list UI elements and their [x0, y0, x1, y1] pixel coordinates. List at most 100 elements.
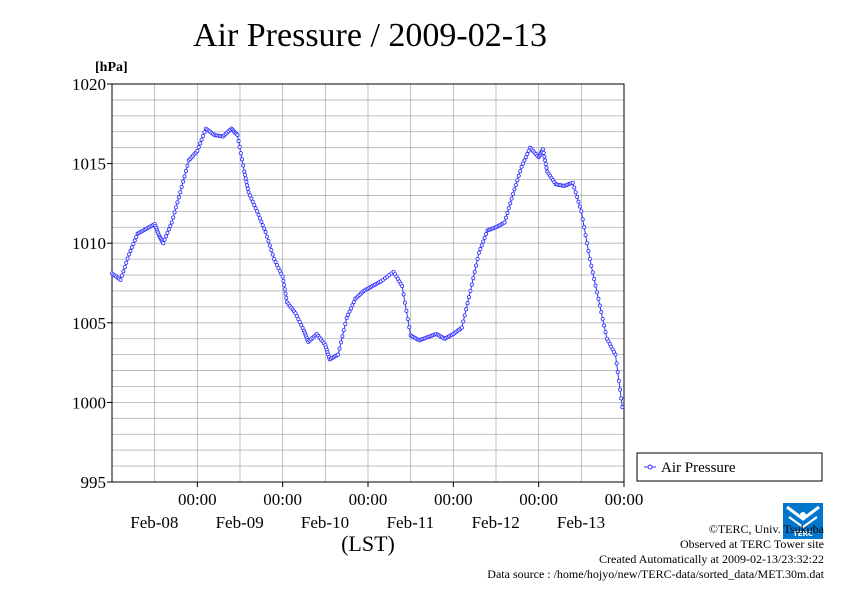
data-point [171, 215, 176, 220]
data-point [250, 199, 255, 204]
data-point [506, 206, 511, 211]
data-point [543, 158, 548, 163]
x-tick-date-label: Feb-11 [387, 513, 435, 532]
data-point [600, 316, 605, 321]
data-point [129, 245, 134, 250]
data-point [257, 216, 262, 221]
x-tick-date-label: Feb-13 [557, 513, 605, 532]
data-point [245, 186, 250, 191]
data-point [465, 301, 470, 306]
data-point [542, 154, 547, 159]
data-point [543, 162, 548, 167]
data-point [283, 291, 288, 296]
data-point [346, 312, 351, 317]
chart-title: Air Pressure / 2009-02-13 [193, 17, 547, 54]
data-point [336, 352, 341, 357]
grid [112, 84, 624, 482]
data-point [596, 296, 601, 301]
y-tick-label: 1000 [72, 393, 106, 412]
data-point [580, 217, 585, 222]
data-point [482, 235, 487, 240]
data-point [118, 277, 123, 282]
x-tick-date-label: Feb-08 [130, 513, 178, 532]
data-point [587, 257, 592, 262]
data-point [618, 387, 623, 392]
data-point [185, 163, 190, 168]
data-point [127, 252, 132, 257]
data-point [512, 187, 517, 192]
data-point [515, 178, 520, 183]
data-point [179, 184, 184, 189]
data-point [513, 182, 518, 187]
data-point [259, 219, 264, 224]
data-point [461, 319, 466, 324]
x-tick-time-label: 00:00 [263, 490, 302, 509]
legend: Air Pressure [636, 452, 823, 482]
y-axis-ticks: 995 1000 1005 1010 1015 1020 [72, 75, 112, 492]
data-point [182, 174, 187, 179]
data-point [476, 250, 481, 255]
data-point [519, 164, 524, 169]
data-point [239, 157, 244, 162]
data-point [173, 205, 178, 210]
y-tick-label: 1010 [72, 234, 106, 253]
data-point [521, 161, 526, 166]
data-point [178, 190, 183, 195]
data-point [162, 237, 167, 242]
data-point [468, 288, 473, 293]
data-point [164, 234, 169, 239]
data-point [282, 283, 287, 288]
data-point [181, 179, 186, 184]
data-point [125, 256, 130, 261]
data-point [614, 361, 619, 366]
data-point [541, 150, 546, 155]
data-point [260, 223, 265, 228]
data-point [269, 248, 274, 253]
data-point [183, 169, 188, 174]
data-point [572, 185, 577, 190]
data-point [343, 322, 348, 327]
data-point [237, 145, 242, 150]
data-point [594, 290, 599, 295]
data-point [119, 273, 124, 278]
data-point [603, 330, 608, 335]
svg-text:TERC: TERC [793, 530, 813, 538]
data-point [583, 233, 588, 238]
data-point [176, 195, 181, 200]
data-point [241, 163, 246, 168]
data-point [573, 190, 578, 195]
data-point [196, 145, 201, 150]
data-point [131, 241, 136, 246]
data-point [620, 405, 625, 410]
data-point [579, 209, 584, 214]
data-point [405, 317, 410, 322]
data-point [262, 226, 267, 231]
data-point [172, 210, 177, 215]
data-point [169, 220, 174, 225]
data-point [576, 199, 581, 204]
source-text: Data source : /home/hojyo/new/TERC-data/… [487, 567, 824, 581]
data-point [282, 287, 287, 292]
y-tick-label: 1015 [72, 155, 106, 174]
data-point [242, 169, 247, 174]
x-tick-time-label: 00:00 [349, 490, 388, 509]
x-tick-date-label: Feb-09 [216, 513, 264, 532]
data-point [267, 243, 272, 248]
x-axis-ticks: 00:00Feb-0800:00Feb-0900:00Feb-1000:00Fe… [130, 482, 643, 532]
data-point [474, 263, 479, 268]
observed-text: Observed at TERC Tower site [679, 537, 824, 551]
series-air-pressure [110, 126, 625, 410]
data-point [613, 352, 618, 357]
data-point [484, 232, 489, 237]
data-point [124, 260, 129, 265]
data-point [246, 190, 251, 195]
data-point [586, 249, 591, 254]
data-point [407, 325, 412, 330]
data-point [540, 147, 545, 152]
data-point [503, 215, 508, 220]
data-point [593, 283, 598, 288]
data-point [351, 300, 356, 305]
data-point [341, 328, 346, 333]
data-point [337, 346, 342, 351]
data-point [509, 196, 514, 201]
